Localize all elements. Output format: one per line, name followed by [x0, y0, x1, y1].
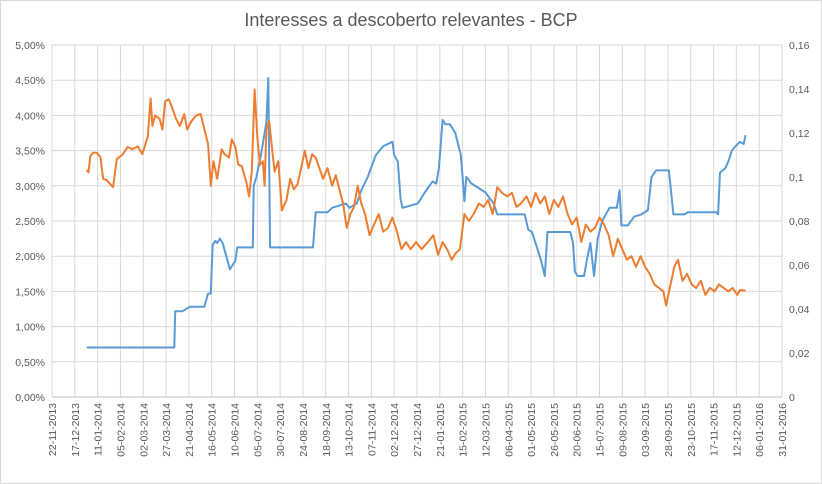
- x-tick-label: 17-11-2015: [709, 403, 721, 456]
- y-left-tick-label: 0,50%: [15, 357, 45, 369]
- chart-title: Interesses a descoberto relevantes - BCP: [244, 10, 578, 30]
- x-tick-label: 30-07-2014: [275, 403, 287, 457]
- x-tick-label: 15-02-2015: [458, 403, 470, 457]
- y-right-tick-label: 0,08: [789, 216, 810, 228]
- y-left-tick-label: 2,00%: [15, 251, 45, 263]
- x-tick-label: 03-09-2015: [640, 403, 652, 457]
- x-tick-label: 12-03-2015: [480, 403, 492, 457]
- x-tick-label: 02-03-2014: [138, 403, 150, 457]
- y-right-tick-label: 0,04: [789, 304, 810, 316]
- y-right-tick-label: 0,14: [789, 84, 810, 96]
- y-left-tick-label: 4,00%: [15, 110, 45, 122]
- y-right-tick-label: 0,12: [789, 128, 810, 140]
- x-tick-label: 20-06-2015: [572, 403, 584, 457]
- x-tick-label: 11-01-2014: [93, 403, 105, 456]
- y-left-tick-label: 2,50%: [15, 216, 45, 228]
- x-tick-label: 05-07-2014: [252, 403, 264, 457]
- x-tick-label: 21-01-2015: [435, 403, 447, 457]
- x-tick-label: 31-01-2016: [777, 403, 789, 457]
- y-right-tick-label: 0,06: [789, 260, 810, 272]
- x-tick-label: 06-01-2016: [754, 403, 766, 457]
- x-tick-label: 18-09-2014: [321, 403, 333, 457]
- x-tick-label: 17-12-2013: [70, 403, 82, 457]
- x-tick-label: 09-08-2015: [617, 403, 629, 457]
- x-tick-label: 26-05-2015: [549, 403, 561, 457]
- y-right-tick-label: 0,16: [789, 40, 810, 52]
- x-tick-label: 05-02-2014: [115, 403, 127, 457]
- y-right-tick-label: 0,1: [789, 172, 804, 184]
- y-left-tick-label: 3,00%: [15, 181, 45, 193]
- x-tick-label: 27-03-2014: [161, 403, 173, 457]
- x-tick-label: 13-10-2014: [344, 403, 356, 457]
- y-left-tick-label: 3,50%: [15, 146, 45, 158]
- x-tick-label: 01-05-2015: [526, 403, 538, 457]
- x-tick-label: 12-12-2015: [731, 403, 743, 457]
- y-right-tick-label: 0,02: [789, 348, 810, 360]
- y-left-tick-label: 5,00%: [15, 40, 45, 52]
- x-tick-label: 16-05-2014: [207, 403, 219, 457]
- x-tick-label: 15-07-2015: [595, 403, 607, 457]
- x-tick-label: 06-04-2015: [503, 403, 515, 457]
- x-tick-label: 10-06-2014: [230, 403, 242, 457]
- y-left-tick-label: 0,00%: [15, 392, 45, 404]
- y-right-tick-label: 0: [789, 392, 795, 404]
- x-tick-label: 22-11-2013: [47, 403, 59, 456]
- series-line-blue: [86, 77, 747, 349]
- x-tick-label: 21-04-2014: [184, 403, 196, 457]
- y-left-tick-label: 4,50%: [15, 75, 45, 87]
- x-tick-label: 07-11-2014: [366, 403, 378, 456]
- x-tick-label: 24-08-2014: [298, 403, 310, 457]
- series-line-orange: [85, 88, 746, 307]
- y-left-tick-label: 1,50%: [15, 286, 45, 298]
- x-tick-label: 27-12-2014: [412, 403, 424, 457]
- x-tick-label: 23-10-2015: [686, 403, 698, 457]
- y-left-tick-label: 1,00%: [15, 322, 45, 334]
- x-tick-label: 02-12-2014: [389, 403, 401, 457]
- x-tick-label: 28-09-2015: [663, 403, 675, 457]
